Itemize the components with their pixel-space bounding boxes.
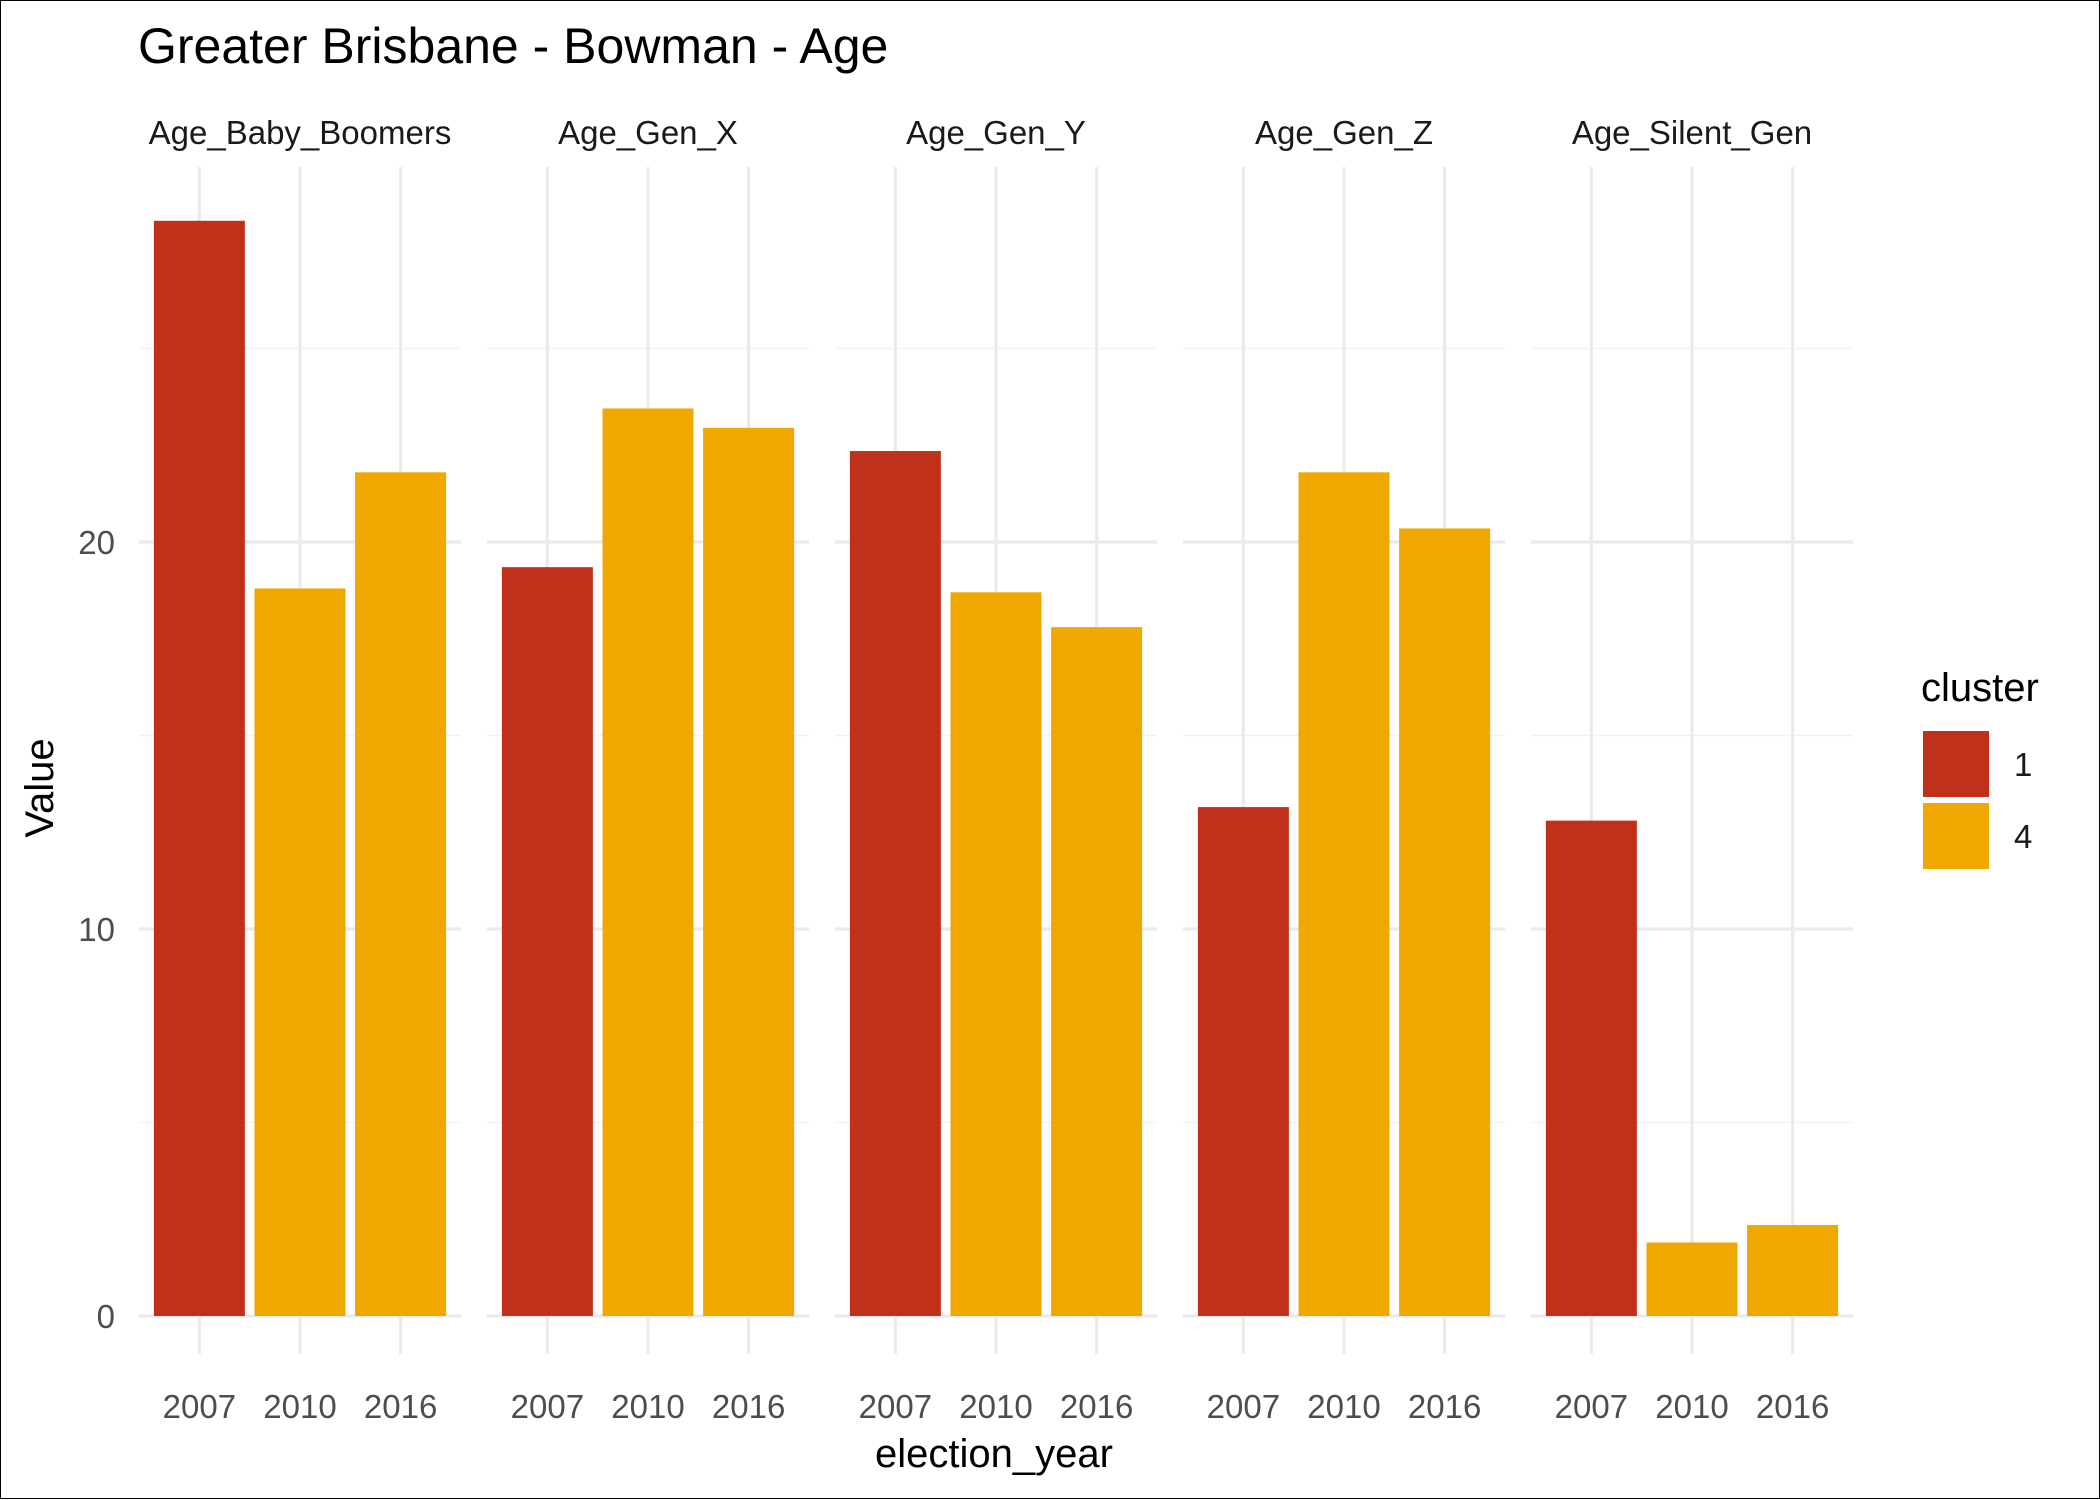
chart-title: Greater Brisbane - Bowman - Age xyxy=(138,18,888,74)
x-tick-label: 2016 xyxy=(364,1388,437,1425)
bar-Age_Gen_Z-2007 xyxy=(1197,807,1289,1316)
x-tick-label: 2016 xyxy=(1060,1388,1133,1425)
bar-Age_Gen_Y-2010 xyxy=(950,592,1042,1316)
x-tick-label: 2010 xyxy=(611,1388,684,1425)
bar-Age_Gen_Z-2010 xyxy=(1298,472,1390,1317)
bar-Age_Silent_Gen-2007 xyxy=(1545,820,1637,1316)
bar-Age_Baby_Boomers-2016 xyxy=(355,472,447,1317)
legend-title: cluster xyxy=(1921,666,2039,710)
bar-Age_Gen_X-2007 xyxy=(501,567,593,1316)
facet-strip-label: Age_Gen_Y xyxy=(906,114,1086,151)
facet-strip-label: Age_Gen_X xyxy=(558,114,738,151)
x-tick-label: 2007 xyxy=(1555,1388,1628,1425)
x-tick-label: 2010 xyxy=(959,1388,1032,1425)
x-tick-label: 2007 xyxy=(1207,1388,1280,1425)
y-tick-label: 20 xyxy=(78,524,115,561)
facet-panel: 2007 2010 2016 Age_Baby_Boomers xyxy=(139,114,461,1425)
bar-Age_Gen_X-2016 xyxy=(703,427,795,1317)
x-tick-label: 2010 xyxy=(263,1388,336,1425)
facet-panel: 2007 2010 2016 Age_Gen_Y xyxy=(835,114,1157,1425)
facet-strip-label: Age_Silent_Gen xyxy=(1572,114,1812,151)
x-tick-label: 2010 xyxy=(1307,1388,1380,1425)
x-tick-label: 2007 xyxy=(163,1388,236,1425)
y-axis-label: Value xyxy=(18,738,62,837)
legend-key-4 xyxy=(1923,803,1989,869)
x-tick-label: 2007 xyxy=(511,1388,584,1425)
bar-Age_Baby_Boomers-2007 xyxy=(153,220,245,1316)
y-tick-label: 10 xyxy=(78,911,115,948)
legend: cluster 1 4 xyxy=(1921,666,2039,869)
facet-strip-label: Age_Gen_Z xyxy=(1255,114,1433,151)
bar-Age_Gen_Y-2016 xyxy=(1051,627,1143,1316)
facet-panel: 2007 2010 2016 Age_Gen_X xyxy=(487,114,809,1425)
facet-panel: 2007 2010 2016 Age_Silent_Gen xyxy=(1531,114,1853,1425)
x-tick-label: 2010 xyxy=(1655,1388,1728,1425)
bar-Age_Gen_Y-2007 xyxy=(849,451,941,1316)
bar-Age_Gen_Z-2016 xyxy=(1399,528,1491,1316)
legend-label-4: 4 xyxy=(2014,818,2032,855)
x-axis-label: election_year xyxy=(875,1432,1113,1476)
bar-Age_Silent_Gen-2010 xyxy=(1646,1242,1738,1316)
x-tick-label: 2016 xyxy=(1756,1388,1829,1425)
bar-Age_Silent_Gen-2016 xyxy=(1747,1225,1839,1316)
bar-Age_Baby_Boomers-2010 xyxy=(254,588,346,1316)
facet-strip-label: Age_Baby_Boomers xyxy=(149,114,452,151)
bar-Age_Gen_X-2010 xyxy=(602,408,694,1316)
x-tick-label: 2007 xyxy=(859,1388,932,1425)
legend-key-1 xyxy=(1923,731,1989,797)
y-tick-label: 0 xyxy=(97,1298,115,1335)
legend-label-1: 1 xyxy=(2014,746,2032,783)
facet-panel: 2007 2010 2016 Age_Gen_Z xyxy=(1183,114,1505,1425)
x-tick-label: 2016 xyxy=(1408,1388,1481,1425)
x-tick-label: 2016 xyxy=(712,1388,785,1425)
